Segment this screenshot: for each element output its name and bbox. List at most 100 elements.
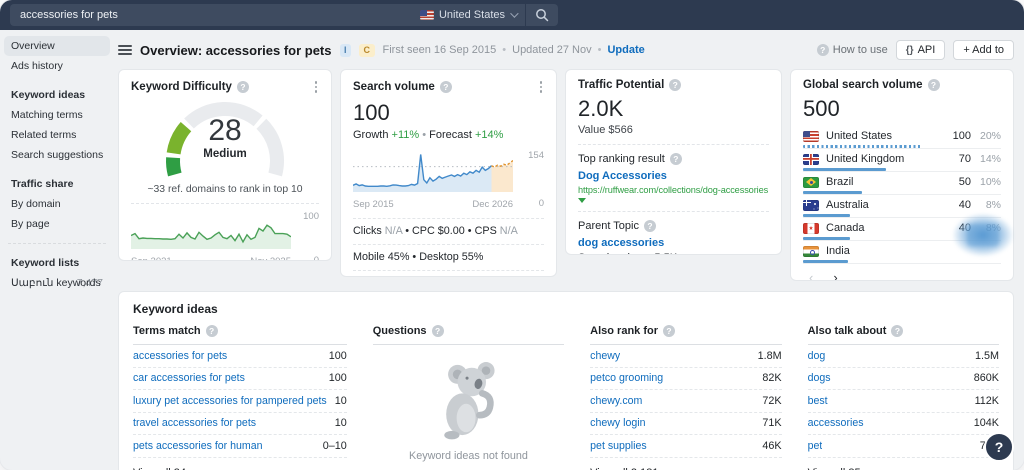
- country-name: United Kingdom: [826, 153, 905, 165]
- keyword-link[interactable]: chewy: [590, 349, 621, 362]
- sidebar-item-by-page[interactable]: By page: [11, 218, 50, 230]
- keyword-link[interactable]: pet supplies: [590, 439, 647, 452]
- help-circle-icon[interactable]: ?: [236, 80, 249, 93]
- header-actions: ? How to use {} API + Add to: [816, 40, 1014, 60]
- keyword-metric: 0–10: [322, 439, 347, 452]
- update-link[interactable]: Update: [607, 44, 645, 56]
- questions-column: Questions ?: [372, 325, 565, 470]
- search-input[interactable]: [10, 9, 411, 21]
- keyword-row: petco grooming 82K: [590, 368, 782, 390]
- help-circle-icon[interactable]: ?: [431, 325, 444, 337]
- first-seen-text: First seen 16 Sep 2015: [382, 44, 497, 56]
- braces-icon: {}: [905, 44, 914, 56]
- keyword-link[interactable]: pet: [807, 439, 823, 452]
- kd-card-title: Keyword Difficulty: [131, 80, 232, 93]
- keyword-row: accessories 104K: [807, 413, 999, 435]
- country-name: United States: [826, 130, 893, 142]
- help-circle-icon[interactable]: ?: [663, 325, 676, 337]
- sv-card-title: Search volume: [353, 80, 435, 93]
- country-volume: 100: [952, 130, 971, 142]
- empty-state-caption: Keyword ideas not found: [409, 450, 528, 462]
- sidebar-item-related-terms[interactable]: Related terms: [11, 129, 77, 141]
- gv-value: 500: [803, 96, 840, 121]
- keyword-link[interactable]: luxury pet accessories for pampered pets: [133, 394, 327, 407]
- country-selector[interactable]: United States: [411, 4, 525, 26]
- keyword-metric: 100: [328, 349, 347, 362]
- keyword-metric: 10: [334, 417, 347, 429]
- kebab-menu-icon[interactable]: [538, 79, 545, 95]
- kebab-menu-icon[interactable]: [313, 79, 320, 95]
- keyword-link[interactable]: pets accessories for human: [133, 439, 263, 452]
- api-button[interactable]: {} API: [895, 40, 946, 60]
- keyword-link[interactable]: accessories for pets: [133, 349, 228, 362]
- divider: [525, 4, 526, 26]
- sidebar-item-matching-terms[interactable]: Matching terms: [11, 109, 83, 121]
- sidebar-item--keywords[interactable]: 7,477 Սաբուն keywords: [11, 277, 103, 289]
- keyword-link[interactable]: dogs: [807, 372, 831, 384]
- expand-caret-icon[interactable]: [578, 198, 586, 203]
- keyword-link[interactable]: dog: [807, 349, 826, 362]
- view-all-also-talk-about[interactable]: View all 85 ›: [808, 458, 999, 470]
- sidebar-item-ads-history[interactable]: Ads history: [11, 60, 63, 72]
- help-circle-icon[interactable]: ?: [927, 79, 940, 91]
- help-fab-button[interactable]: ?: [984, 432, 1014, 462]
- top-ranking-label: Top ranking result: [578, 153, 665, 165]
- chevron-right-icon: ›: [193, 466, 197, 470]
- view-all-terms-match[interactable]: View all 34 ›: [133, 458, 347, 470]
- keyword-link[interactable]: chewy.com: [590, 394, 643, 407]
- view-all-also-rank-for[interactable]: View all 2,181 ›: [590, 458, 781, 470]
- axis-label: Sep 2021: [131, 255, 172, 261]
- top-ranking-result-link[interactable]: Dog Accessories: [578, 170, 667, 182]
- help-circle-icon[interactable]: ?: [669, 79, 682, 91]
- page-next-button[interactable]: ›: [833, 270, 838, 281]
- menu-icon[interactable]: [118, 45, 132, 55]
- sidebar-item-search-suggestions[interactable]: Search suggestions: [11, 149, 104, 161]
- help-circle-icon[interactable]: ?: [669, 153, 682, 165]
- keyword-row: travel accessories for pets 10: [133, 413, 347, 435]
- also-talk-about-column: Also talk about ? dog 1.5M dogs 860K best 112…: [807, 325, 999, 470]
- parent-topic-link[interactable]: dog accessories: [578, 237, 665, 249]
- keyword-row: pets accessories for human 0–10: [133, 435, 347, 458]
- keyword-link[interactable]: car accessories for pets: [133, 372, 245, 384]
- keyword-row: chewy 1.8M: [590, 345, 782, 368]
- country-percent: 14%: [979, 153, 1001, 165]
- sidebar-item-by-domain[interactable]: By domain: [11, 198, 61, 210]
- keyword-metric: 72K: [762, 394, 782, 407]
- country-name: Brazil: [826, 176, 854, 188]
- help-circle-icon[interactable]: ?: [205, 325, 218, 337]
- keyword-link[interactable]: petco grooming: [590, 372, 664, 384]
- top-ranking-url[interactable]: https://ruffwear.com/collections/dog-acc…: [578, 185, 769, 195]
- keyword-ideas-title: Keyword ideas: [133, 302, 218, 316]
- keyword-link[interactable]: travel accessories for pets: [133, 417, 257, 429]
- help-circle-icon[interactable]: ?: [439, 80, 452, 93]
- tp-card-title: Traffic Potential: [578, 79, 665, 91]
- sidebar-item-overview[interactable]: Overview: [4, 36, 110, 56]
- country-volume: 70: [958, 153, 971, 165]
- au-flag-icon: [803, 199, 819, 211]
- keyword-row: car accessories for pets 100: [133, 368, 347, 390]
- chevron-down-icon: [510, 9, 519, 18]
- keyword-link[interactable]: accessories: [807, 417, 864, 429]
- axis-label: Sep 2015: [353, 198, 394, 210]
- keyword-link[interactable]: best: [807, 394, 828, 407]
- help-circle-icon[interactable]: ?: [643, 220, 656, 232]
- keyword-row: pet supplies 46K: [590, 435, 782, 458]
- add-to-button[interactable]: + Add to: [953, 40, 1014, 60]
- help-circle-icon[interactable]: ?: [891, 325, 904, 337]
- kd-gauge: 28 Medium: [131, 99, 319, 183]
- country-percent: 8%: [985, 222, 1001, 234]
- questions-empty-state: Keyword ideas not found: [373, 345, 564, 462]
- page-prev-button[interactable]: ‹: [809, 270, 814, 281]
- keyword-row: pet77K: [807, 435, 999, 458]
- sv-growth-line: Growth +11% • Forecast +14%: [353, 128, 504, 141]
- country-row-au: Australia 40 8%: [803, 195, 1001, 218]
- country-volume: 40: [958, 199, 971, 211]
- sidebar-item-traffic-share: Traffic share: [11, 178, 74, 190]
- how-to-use-link[interactable]: ? How to use: [816, 44, 888, 56]
- keyword-link[interactable]: chewy login: [590, 417, 646, 429]
- search-button[interactable]: [526, 4, 558, 26]
- country-percent: 8%: [985, 199, 1001, 211]
- clicks-stat-row: Clicks N/A • CPC $0.00 • CPS N/A: [353, 217, 544, 244]
- in-flag-icon: [803, 245, 819, 257]
- sv-stats: Clicks N/A • CPC $0.00 • CPS N/A Mobile …: [353, 217, 544, 277]
